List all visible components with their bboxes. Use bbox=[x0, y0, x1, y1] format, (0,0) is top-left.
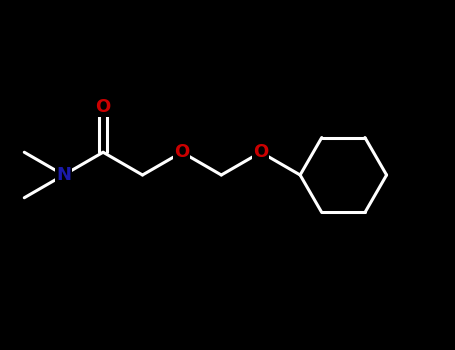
Text: O: O bbox=[174, 143, 190, 161]
Text: O: O bbox=[96, 98, 111, 116]
Text: O: O bbox=[253, 143, 268, 161]
Text: N: N bbox=[56, 166, 71, 184]
